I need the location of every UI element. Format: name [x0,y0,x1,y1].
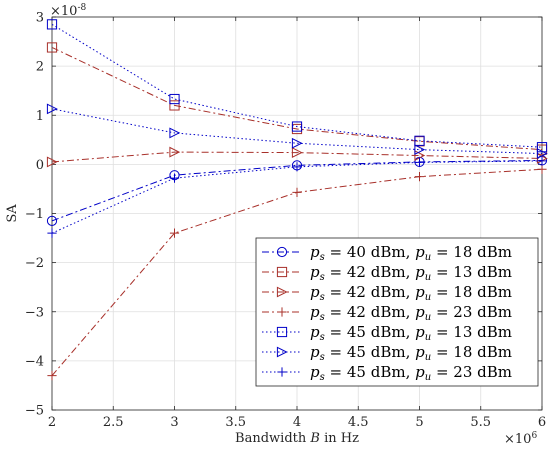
series-line [51,23,543,148]
legend-item: ps = 40 dBm, pu = 18 dBm [262,243,512,263]
legend-label: ps = 45 dBm, pu = 13 dBm [310,323,512,343]
legend-pu-value: 18 [453,343,472,361]
data-point-triangle [169,127,181,139]
data-point-plus [292,187,302,197]
y-tick-label: 1 [36,109,44,124]
data-point-plus [47,228,57,238]
x-axis-label: Bandwidth B in Hz [235,431,359,446]
data-point-triangle [46,103,58,115]
data-point-triangle [169,146,181,158]
data-point-square [291,121,303,132]
legend-ps-value: 42 [347,303,366,321]
data-point-square [276,266,288,278]
legend-pu-value: 23 [453,303,472,321]
data-point-plus [414,157,425,168]
data-point-plus [169,228,180,238]
legend-pu-value: 13 [453,323,472,341]
x-tick-label: 5.5 [470,415,491,430]
legend-label: ps = 45 dBm, pu = 18 dBm [310,343,512,363]
data-point-plus [47,371,57,381]
legend-label: ps = 40 dBm, pu = 18 dBm [310,243,512,263]
x-tick-label: 3.5 [225,415,246,430]
y-tick-label: −1 [25,207,44,222]
legend-pu-value: 18 [453,283,472,301]
x-tick-label: 2 [48,415,56,430]
series-lines [46,19,548,381]
legend-label: ps = 42 dBm, pu = 13 dBm [310,263,512,283]
data-point-circle [276,246,288,258]
y-tick-label: 2 [36,60,44,75]
data-point-plus [414,172,425,182]
x-tick-label: 4 [293,415,301,430]
legend-item: ps = 42 dBm, pu = 13 dBm [262,263,512,283]
y-axis-exponent: ×10-8 [50,3,86,19]
legend-ps-value: 40 [347,243,366,261]
series-7 [47,156,547,238]
legend-ps-value: 45 [347,343,366,361]
data-point-square [169,93,180,105]
series-line [51,47,543,151]
y-tick-label: −3 [25,305,44,320]
legend-pu-value: 18 [453,243,472,261]
data-point-plus [277,367,287,377]
data-point-circle [46,215,58,226]
legend-item: ps = 42 dBm, pu = 23 dBm [262,303,512,323]
x-tick-label: 2.5 [103,415,124,430]
data-point-square [276,326,288,338]
legend-label: ps = 45 dBm, pu = 23 dBm [310,363,512,383]
x-tick-label: 5 [415,415,423,430]
legend-ps-value: 42 [347,283,366,301]
data-point-square [414,135,425,146]
x-tick-label: 6 [538,415,546,430]
legend-ps-value: 45 [347,323,366,341]
legend-label: ps = 42 dBm, pu = 23 dBm [310,303,512,323]
x-tick-label: 4.5 [348,415,369,430]
y-axis-label: SA [5,204,20,223]
data-point-triangle [414,144,426,156]
series-line [51,151,543,163]
legend-ps-value: 45 [347,363,366,381]
data-point-plus [169,173,180,183]
legend-label: ps = 42 dBm, pu = 18 dBm [310,283,512,303]
legend-item: ps = 45 dBm, pu = 13 dBm [262,323,512,343]
data-point-triangle [291,137,303,149]
x-tick-label: 3 [170,415,178,430]
legend-item: ps = 42 dBm, pu = 18 dBm [262,283,512,303]
data-point-triangle [536,148,548,159]
x-axis-exponent: ×106 [504,431,537,447]
legend-item: ps = 45 dBm, pu = 18 dBm [262,343,512,363]
legend-ps-value: 42 [347,263,366,281]
data-point-plus [537,156,547,166]
y-tick-label: −2 [25,256,44,271]
data-point-square [46,19,58,30]
data-point-triangle [46,156,58,168]
y-tick-label: −5 [25,404,44,419]
data-point-triangle [276,286,288,298]
data-point-square [46,42,58,53]
y-tick-label: 0 [36,158,44,173]
legend-box [255,237,539,387]
data-point-plus [277,307,287,317]
data-point-triangle [291,147,303,158]
series-6 [46,103,548,159]
series-4 [47,164,547,381]
y-tick-label: 3 [36,11,44,26]
legend-pu-value: 23 [453,363,472,381]
legend-item: ps = 45 dBm, pu = 23 dBm [262,363,512,383]
data-point-plus [537,164,547,174]
y-tick-label: −4 [25,354,44,369]
legend-pu-value: 13 [453,263,472,281]
data-point-triangle [276,346,288,358]
data-point-square [169,100,180,111]
data-point-plus [292,162,302,172]
